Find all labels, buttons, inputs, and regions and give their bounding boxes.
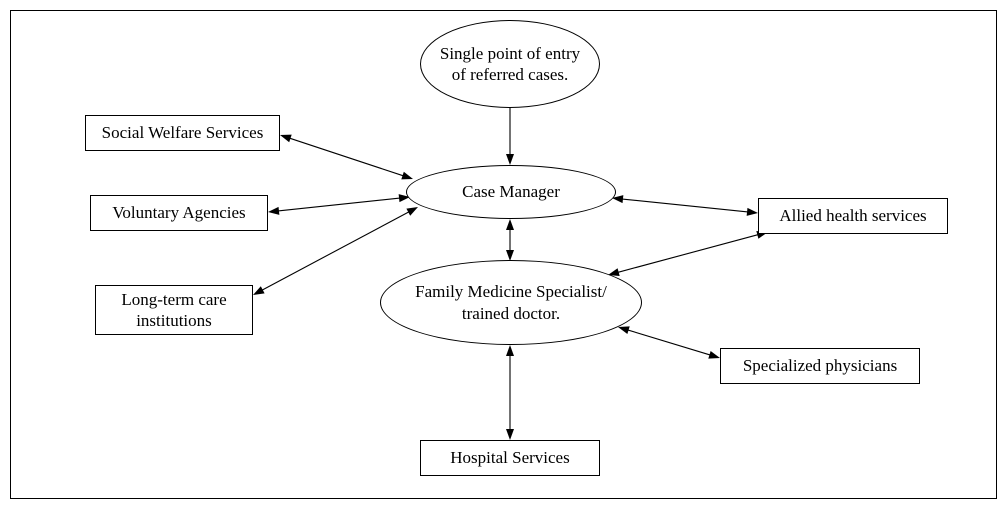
node-hospital-services: Hospital Services (420, 440, 600, 476)
node-label: Social Welfare Services (102, 122, 264, 143)
node-label: Single point of entry of referred cases. (431, 43, 589, 86)
node-long-term-care: Long-term care institutions (95, 285, 253, 335)
node-label: Voluntary Agencies (112, 202, 245, 223)
node-voluntary-agencies: Voluntary Agencies (90, 195, 268, 231)
node-label: Specialized physicians (743, 355, 897, 376)
node-specialized-physicians: Specialized physicians (720, 348, 920, 384)
node-case-manager: Case Manager (406, 165, 616, 219)
node-label: Hospital Services (450, 447, 569, 468)
node-label: Family Medicine Specialist/ trained doct… (391, 281, 631, 324)
node-label: Long-term care institutions (106, 289, 242, 332)
node-social-welfare: Social Welfare Services (85, 115, 280, 151)
node-family-medicine: Family Medicine Specialist/ trained doct… (380, 260, 642, 345)
node-label: Allied health services (779, 205, 926, 226)
node-allied-health: Allied health services (758, 198, 948, 234)
node-entry: Single point of entry of referred cases. (420, 20, 600, 108)
node-label: Case Manager (462, 181, 560, 202)
